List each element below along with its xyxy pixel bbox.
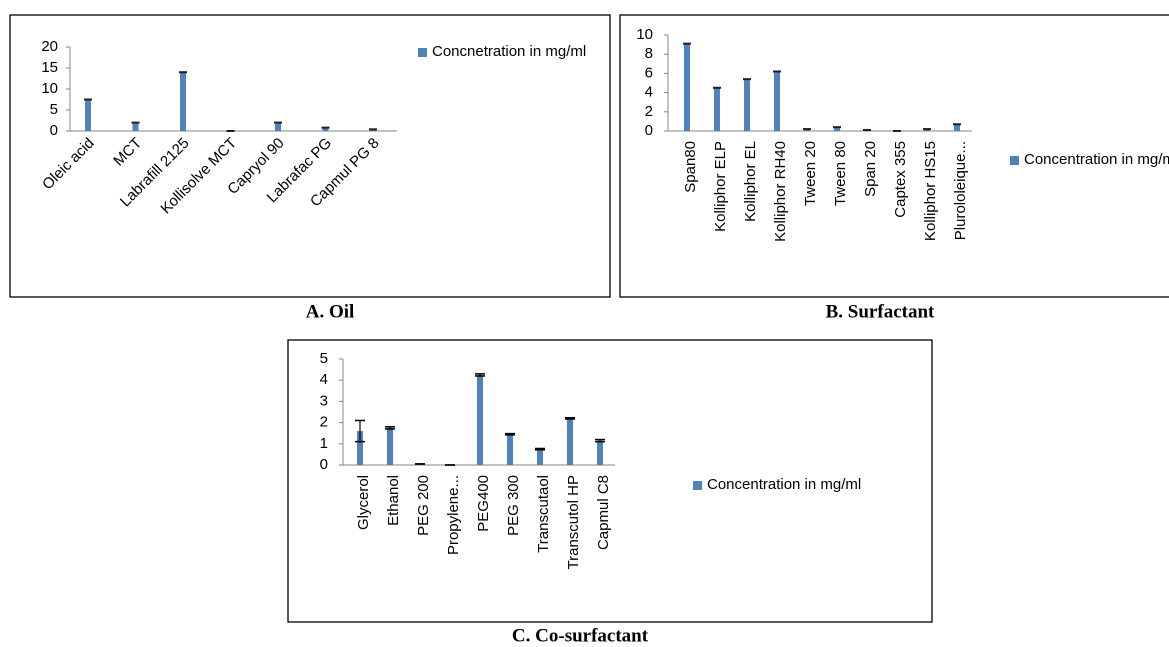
x-tick-label: Span 20: [862, 141, 879, 197]
y-tick-label: 20: [41, 38, 58, 55]
x-tick-label: Oleic acid: [39, 135, 98, 194]
bar: [85, 99, 91, 131]
legend-swatch: [1010, 156, 1019, 165]
x-tick-label: Kolliphor RH40: [772, 141, 789, 242]
x-tick-label: Captex 355: [892, 141, 909, 218]
x-tick-label: PEG400: [475, 475, 492, 532]
legend-label: Concnetration in mg/ml: [432, 43, 587, 60]
x-tick-label: Propylene...: [445, 475, 462, 555]
bar: [507, 434, 513, 465]
y-tick-label: 2: [645, 103, 653, 120]
x-tick-label: PEG 300: [505, 475, 522, 536]
error-bar: [595, 438, 605, 443]
x-tick-label: PEG 200: [415, 475, 432, 536]
y-tick-label: 0: [645, 122, 653, 139]
y-tick-label: 5: [320, 350, 328, 367]
legend: Concentration in mg/ml: [1024, 151, 1169, 168]
y-tick-label: 10: [41, 80, 58, 97]
error-bar: [505, 432, 515, 436]
bar: [954, 124, 960, 131]
y-tick-label: 6: [645, 64, 653, 81]
y-tick-label: 8: [645, 45, 653, 62]
x-tick-label: Kolliphor HS15: [922, 141, 939, 241]
y-tick-label: 0: [50, 122, 58, 139]
y-tick-label: 0: [320, 456, 328, 473]
caption: A. Oil: [306, 301, 355, 322]
chart-frame: [9, 14, 611, 298]
error-bar: [565, 416, 575, 420]
error-bar: [385, 426, 395, 430]
error-bar: [535, 447, 545, 451]
bar: [275, 122, 281, 131]
y-tick-label: 15: [41, 59, 58, 76]
caption: B. Surfactant: [826, 301, 935, 322]
x-tick-label: Capmul C8: [595, 475, 612, 550]
legend: Concentration in mg/ml: [707, 476, 862, 493]
legend-label: Concentration in mg/ml: [707, 476, 862, 493]
bar: [744, 79, 750, 131]
bar: [834, 127, 840, 131]
y-tick-label: 1: [320, 435, 328, 452]
x-tick-label: Ethanol: [385, 475, 402, 526]
error-bar: [475, 373, 485, 377]
x-tick-label: Transcutol HP: [565, 475, 582, 569]
bar: [357, 431, 363, 465]
x-tick-label: Transcutaol: [535, 475, 552, 553]
y-tick-label: 3: [320, 392, 328, 409]
y-tick-label: 5: [50, 101, 58, 118]
x-tick-label: Span80: [682, 141, 699, 193]
bar: [387, 427, 393, 465]
x-tick-label: MCT: [110, 135, 145, 170]
bar: [132, 122, 139, 131]
chart-frame: [619, 14, 1169, 298]
bar: [477, 374, 483, 465]
y-tick-label: 2: [320, 414, 328, 431]
y-tick-label: 4: [645, 84, 653, 101]
legend: Concnetration in mg/ml: [432, 43, 587, 60]
bar: [567, 418, 573, 465]
legend-swatch: [693, 481, 702, 490]
bar: [597, 440, 603, 465]
y-tick-label: 10: [636, 26, 653, 43]
bar: [774, 71, 780, 131]
bar: [684, 43, 690, 131]
legend-label: Concentration in mg/ml: [1024, 151, 1169, 168]
x-tick-label: Kolliphor EL: [742, 141, 759, 222]
x-tick-label: Plurololeique...: [952, 141, 969, 240]
chart-frame: [287, 339, 933, 623]
x-tick-label: Tween 80: [832, 141, 849, 206]
x-tick-label: Kolliphor ELP: [712, 141, 729, 232]
bar: [714, 87, 720, 131]
error-bar: [355, 419, 365, 443]
bar: [322, 127, 329, 131]
legend-swatch: [418, 48, 427, 57]
x-tick-label: Glycerol: [355, 475, 372, 530]
caption: C. Co-surfactant: [512, 625, 649, 646]
x-tick-label: Tween 20: [802, 141, 819, 206]
bar: [537, 449, 543, 465]
y-tick-label: 4: [320, 371, 328, 388]
bar: [180, 72, 186, 131]
